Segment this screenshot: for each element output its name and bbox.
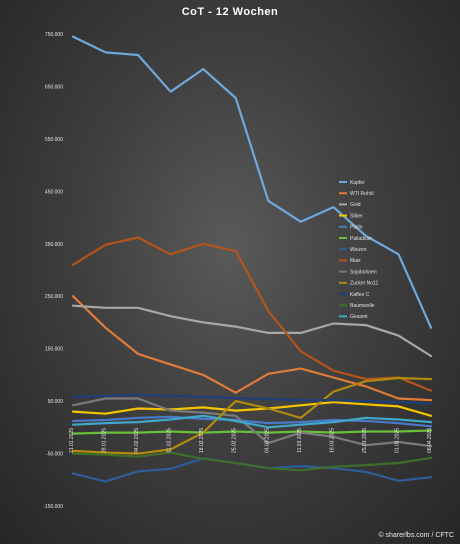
credit-label: © sharerlbs.com / CFTC <box>378 532 454 539</box>
x-tick-label: 18.03.2025 <box>329 428 335 453</box>
legend-item: Kaffee C <box>339 292 370 298</box>
legend-item: Palladium <box>339 236 372 242</box>
legend-label: Mais <box>350 258 361 264</box>
legend-label: Kupfer <box>350 180 365 186</box>
y-tick-label: 50.000 <box>48 399 64 405</box>
legend-item: Mais <box>339 258 361 264</box>
legend-label: Gesamt <box>350 314 368 320</box>
y-tick-label: 150.000 <box>45 347 63 353</box>
x-tick-label: 25.03.2025 <box>362 428 368 453</box>
series-line-zucker-no11 <box>71 376 433 455</box>
x-tick-label: 11.03.2025 <box>297 428 303 453</box>
y-tick-label: -150.000 <box>43 504 63 510</box>
legend-item: Baumwolle <box>339 303 375 309</box>
legend-label: Platin <box>350 225 363 231</box>
series-line-mais <box>71 236 433 392</box>
series-line-gold <box>71 304 433 358</box>
series-line-silber <box>71 401 433 417</box>
series-line-kaffee-c <box>71 393 433 405</box>
legend-label: Kaffee C <box>350 292 370 298</box>
x-tick-label: 18.02.2025 <box>199 428 205 453</box>
legend-label: Weizen <box>350 247 367 253</box>
legend-item: Platin <box>339 225 363 231</box>
x-tick-label: 08.04.2025 <box>427 428 433 453</box>
y-tick-label: 250.000 <box>45 294 63 300</box>
x-axis: 21.01.2025 28.01.2025 04.02.2025 11.02.2025… <box>69 428 433 453</box>
legend-item: Kupfer <box>339 180 365 186</box>
y-tick-label: 650.000 <box>45 84 63 90</box>
legend-label: Silber <box>350 213 363 219</box>
series-line-palladium <box>71 429 433 435</box>
legend-item: Weizen <box>339 247 367 253</box>
legend-item: WTI Rohöl <box>339 191 374 197</box>
y-tick-label: -50.000 <box>46 452 63 458</box>
legend: Kupfer WTI Rohöl Gold Silber Platin Palladium… <box>339 180 378 320</box>
legend-item: Silber <box>339 213 363 219</box>
y-tick-label: 350.000 <box>45 242 63 248</box>
legend-item: Sojabohnen <box>339 269 377 275</box>
legend-label: Gold <box>350 202 361 208</box>
legend-item: Zucker No11 <box>339 281 378 287</box>
x-tick-label: 04.03.2025 <box>264 428 270 453</box>
series-group <box>71 35 433 483</box>
y-tick-label: 750.000 <box>45 32 63 38</box>
legend-label: WTI Rohöl <box>350 191 374 197</box>
legend-label: Sojabohnen <box>350 269 377 275</box>
x-tick-label: 04.02.2025 <box>134 428 140 453</box>
series-line-kupfer <box>71 35 433 329</box>
y-tick-label: 550.000 <box>45 137 63 143</box>
x-tick-label: 11.02.2025 <box>167 428 173 453</box>
legend-label: Palladium <box>350 236 372 242</box>
legend-item: Gesamt <box>339 314 368 320</box>
series-line-weizen <box>71 457 433 483</box>
x-tick-label: 21.01.2025 <box>69 428 75 453</box>
series-line-baumwolle <box>71 451 433 472</box>
x-tick-label: 01.04.2025 <box>394 428 400 453</box>
series-line-platin <box>71 415 433 428</box>
legend-label: Baumwolle <box>350 303 375 309</box>
series-line-sojabohnen <box>71 397 433 448</box>
y-axis: 750.000 650.000 550.000 450.000 350.000 250.0… <box>43 32 63 510</box>
series-line-gesamt <box>71 414 433 429</box>
x-tick-label: 25.02.2025 <box>232 428 238 453</box>
y-tick-label: 450.000 <box>45 189 63 195</box>
series-line-wti-roh-l <box>71 295 433 402</box>
chart-title: CoT - 12 Wochen <box>181 6 279 18</box>
x-tick-label: 28.01.2025 <box>102 428 108 453</box>
legend-item: Gold <box>339 202 361 208</box>
legend-label: Zucker No11 <box>350 281 378 287</box>
